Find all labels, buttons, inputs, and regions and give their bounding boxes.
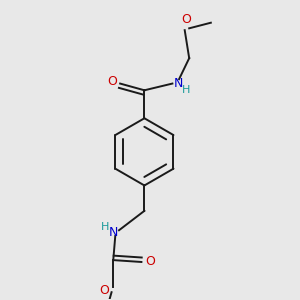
Text: N: N — [173, 77, 183, 90]
Text: H: H — [101, 221, 110, 232]
Text: H: H — [182, 85, 190, 95]
Text: O: O — [99, 284, 109, 297]
Text: N: N — [109, 226, 118, 238]
Text: O: O — [182, 14, 191, 26]
Text: O: O — [145, 256, 155, 268]
Text: O: O — [107, 75, 117, 88]
